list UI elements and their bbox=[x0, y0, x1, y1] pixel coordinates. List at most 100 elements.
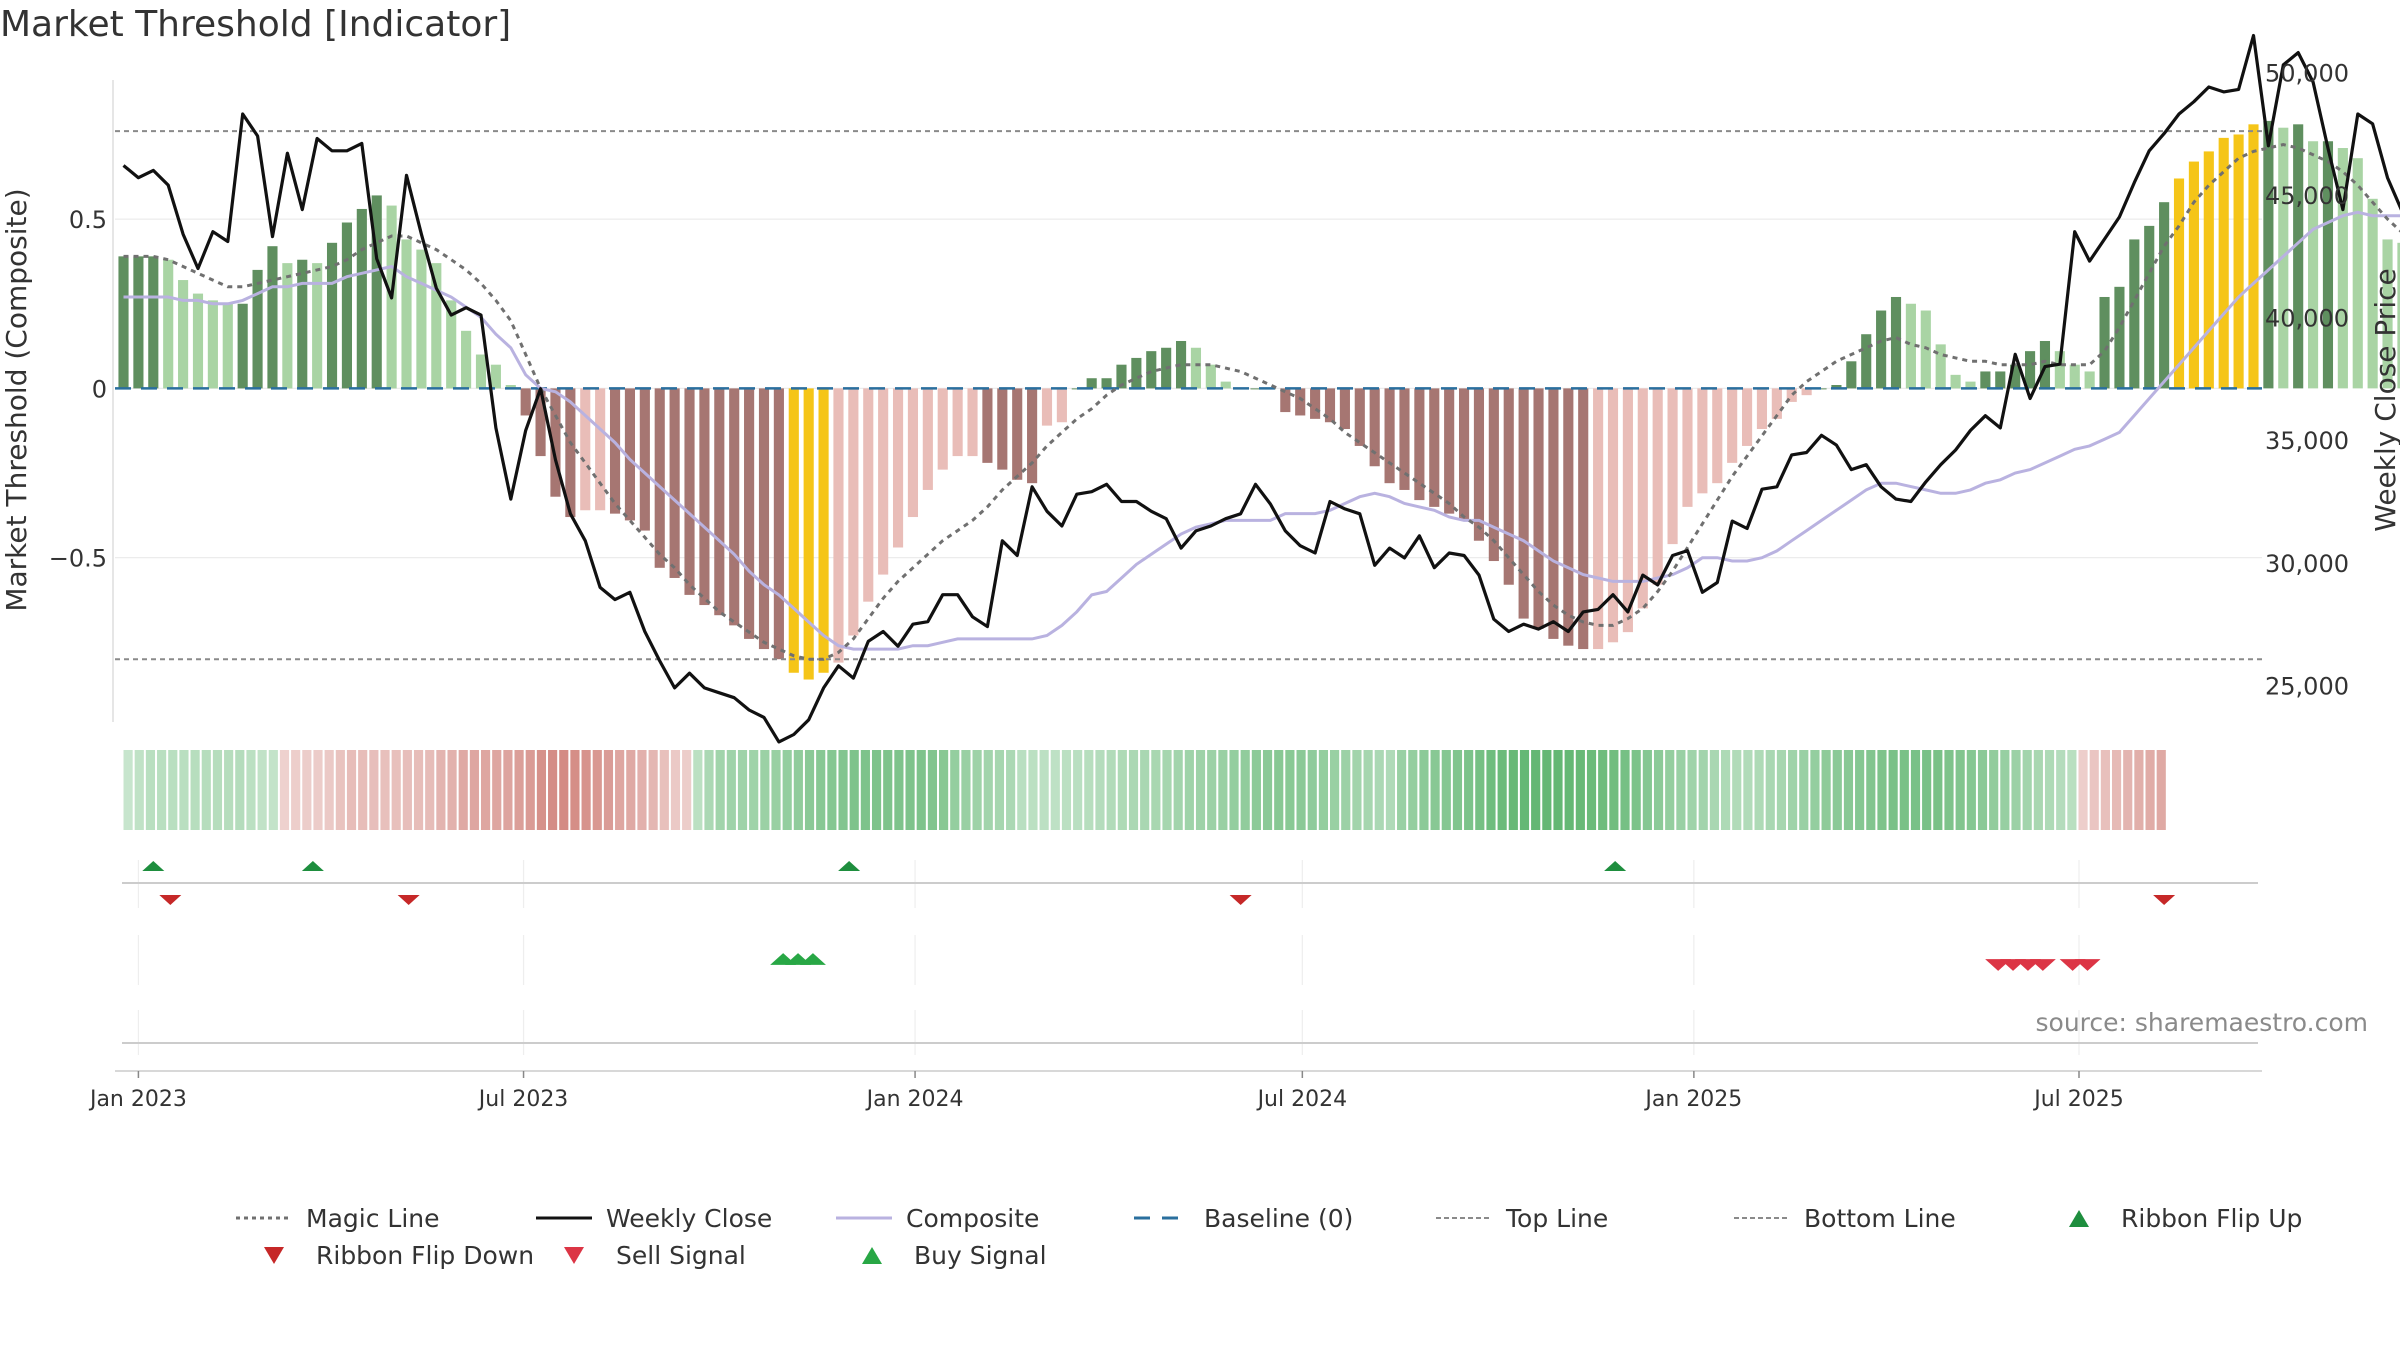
legend-label: Sell Signal bbox=[616, 1240, 746, 1270]
composite-bar bbox=[282, 263, 293, 389]
ribbon-cell bbox=[1922, 750, 1932, 830]
ribbon-cell bbox=[592, 750, 602, 830]
composite-bar bbox=[2308, 141, 2319, 389]
chart-title: Market Threshold [Indicator] bbox=[0, 4, 512, 45]
ribbon-cell bbox=[827, 750, 837, 830]
ribbon-cell bbox=[413, 750, 424, 830]
ribbon-cell bbox=[1944, 750, 1954, 830]
ribbon-cell bbox=[804, 750, 815, 830]
ribbon-cell bbox=[1687, 750, 1697, 830]
ribbon-cell bbox=[838, 750, 848, 830]
composite-bar bbox=[878, 388, 889, 575]
composite-bar bbox=[267, 246, 278, 389]
composite-bar bbox=[2129, 239, 2140, 389]
ribbon-cell bbox=[1910, 750, 1921, 830]
ribbon-cell bbox=[1821, 750, 1831, 830]
composite-bar bbox=[1310, 388, 1321, 419]
ribbon-flip-up-marker bbox=[142, 861, 165, 871]
ribbon-cell bbox=[1207, 750, 1217, 830]
ribbon-cell bbox=[615, 750, 625, 830]
ribbon-cell bbox=[1877, 750, 1887, 830]
ribbon-cell bbox=[1765, 750, 1775, 830]
legend-label: Composite bbox=[906, 1203, 1040, 1233]
composite-bar bbox=[2069, 364, 2080, 389]
ribbon-cell bbox=[1642, 750, 1652, 830]
legend-label: Magic Line bbox=[306, 1203, 440, 1233]
ribbon-cell bbox=[603, 750, 614, 830]
sell-signal-marker bbox=[2074, 959, 2101, 971]
y2-tick-label: 25,000 bbox=[2265, 672, 2349, 700]
ribbon-cell bbox=[1542, 750, 1552, 830]
ribbon-cell bbox=[715, 750, 725, 830]
weekly-close-line bbox=[122, 33, 2400, 744]
ribbon-cell bbox=[1888, 750, 1898, 830]
ribbon-cell bbox=[134, 750, 144, 830]
legend-item-buy: Buy Signal bbox=[840, 1235, 1047, 1275]
ribbon-cell bbox=[1989, 750, 1999, 830]
composite-bar bbox=[833, 388, 844, 663]
composite-bar bbox=[1458, 388, 1470, 521]
ribbon-cell bbox=[480, 750, 491, 830]
ribbon-cell bbox=[1575, 750, 1585, 830]
ribbon-cell bbox=[559, 750, 569, 830]
ribbon-cell bbox=[1899, 750, 1909, 830]
ribbon-cell bbox=[1140, 750, 1150, 830]
ribbon-flip-down-marker bbox=[1229, 895, 1252, 905]
ribbon-cell bbox=[1732, 750, 1742, 830]
composite-bar bbox=[2397, 242, 2400, 389]
ribbon-cell bbox=[860, 750, 870, 830]
ribbon-cell bbox=[1586, 750, 1597, 830]
ribbon-cell bbox=[1531, 750, 1541, 830]
ribbon-cell bbox=[1028, 750, 1038, 830]
ribbon-cell bbox=[2000, 750, 2010, 830]
composite-bar bbox=[133, 256, 144, 389]
legend-label: Ribbon Flip Down bbox=[316, 1240, 535, 1270]
legend-symbol bbox=[536, 1216, 592, 1220]
ribbon-cell bbox=[1452, 750, 1463, 830]
ribbon-cell bbox=[1832, 750, 1842, 830]
sell-signal-marker bbox=[2029, 959, 2056, 971]
y2-tick-label: 35,000 bbox=[2265, 427, 2349, 455]
ribbon-cell bbox=[436, 750, 446, 830]
legend-symbol bbox=[1734, 1217, 1790, 1219]
composite-bar bbox=[207, 300, 218, 389]
composite-bar bbox=[1205, 364, 1216, 389]
composite-bar bbox=[2114, 286, 2125, 389]
legend-item-close: Weekly Close bbox=[532, 1198, 772, 1238]
composite-bar bbox=[2084, 371, 2095, 389]
ribbon-cell bbox=[1095, 750, 1105, 830]
composite-bar bbox=[937, 388, 948, 470]
composite-bar bbox=[2039, 340, 2051, 389]
ribbon-cell bbox=[704, 750, 714, 830]
composite-bar bbox=[1861, 334, 1872, 389]
composite-bar bbox=[1429, 388, 1440, 507]
ribbon-cell bbox=[693, 750, 703, 830]
legend-item-baseline: Baseline (0) bbox=[1130, 1198, 1353, 1238]
ribbon-cell bbox=[1788, 750, 1798, 830]
composite-bar bbox=[788, 388, 799, 673]
ribbon-cell bbox=[871, 750, 882, 830]
ribbon-cell bbox=[447, 750, 457, 830]
composite-bar bbox=[1175, 340, 1187, 389]
composite-bar bbox=[580, 388, 591, 511]
y-tick-label: −0.5 bbox=[49, 545, 107, 573]
ribbon-cell bbox=[771, 750, 781, 830]
ribbon-cell bbox=[2156, 750, 2166, 830]
y2-axis-title: Weekly Close Price bbox=[2369, 268, 2400, 531]
composite-bar bbox=[1756, 388, 1768, 430]
legend-label: Top Line bbox=[1506, 1203, 1609, 1233]
ribbon-cell bbox=[894, 750, 904, 830]
composite-bar bbox=[1220, 381, 1231, 389]
composite-bar bbox=[490, 364, 501, 389]
composite-bar bbox=[1935, 344, 1946, 389]
composite-bar bbox=[997, 388, 1008, 470]
composite-bar bbox=[744, 388, 755, 639]
ribbon-cell bbox=[224, 750, 234, 830]
legend-item-composite: Composite bbox=[832, 1198, 1039, 1238]
x-tick-label: Jul 2023 bbox=[477, 1087, 569, 1112]
ribbon-cell bbox=[1609, 750, 1619, 830]
ribbon-cell bbox=[2033, 750, 2043, 830]
ribbon-cell bbox=[637, 750, 647, 830]
composite-bar bbox=[192, 293, 204, 389]
ribbon-cell bbox=[525, 750, 535, 830]
